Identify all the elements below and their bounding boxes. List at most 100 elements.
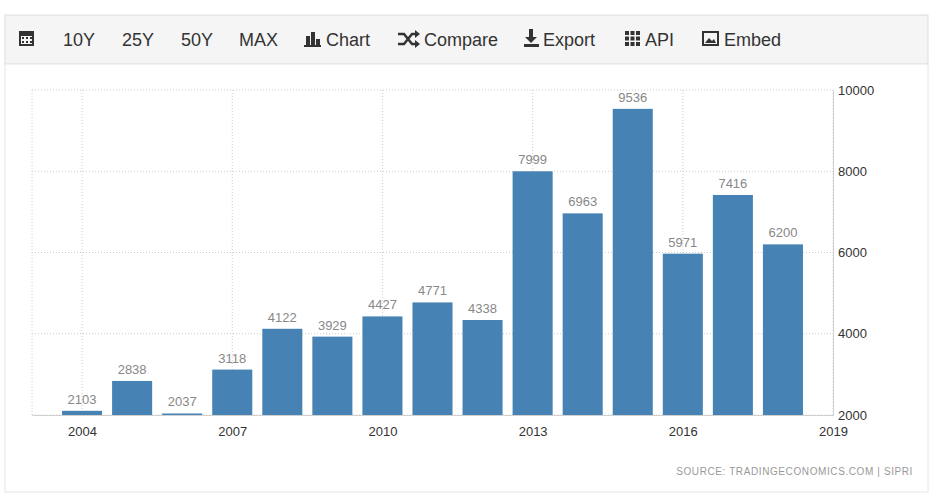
icon-part: [26, 37, 28, 39]
data-label: 3929: [318, 318, 347, 333]
data-label: 7416: [718, 176, 747, 191]
x-tick-label: 2016: [669, 424, 698, 439]
toolbar-button[interactable]: Embed: [724, 30, 781, 50]
data-label: 4122: [268, 310, 297, 325]
toolbar-button[interactable]: Export: [543, 30, 595, 50]
icon-part: [30, 37, 32, 39]
y-tick-label: 10000: [838, 83, 874, 98]
grid-line-x: [82, 90, 83, 415]
x-tick-label: 2019: [819, 424, 848, 439]
icon-part: [26, 41, 28, 43]
chart-frame: [5, 64, 928, 492]
data-label: 7999: [518, 152, 547, 167]
grid-line-x: [833, 90, 834, 415]
x-tick: 2007: [218, 415, 247, 439]
data-labels: 2103 2838 2037 3118 4122 3929 4427 4771 4338 7999…: [68, 90, 798, 410]
bar: [62, 411, 102, 415]
x-tick: 2010: [368, 415, 397, 439]
icon-part: [304, 45, 321, 47]
data-label: 4771: [418, 283, 447, 298]
icon-part: [306, 36, 310, 46]
bar: [663, 254, 703, 415]
bar: [412, 302, 452, 415]
bar: [162, 413, 202, 415]
icon-part: [524, 44, 539, 47]
data-label: 3118: [218, 351, 246, 366]
bar: [112, 381, 152, 415]
icon-part: [625, 42, 629, 46]
y-tick-label: 6000: [838, 245, 867, 260]
bar: [212, 370, 252, 415]
chart-icon[interactable]: [304, 32, 321, 47]
icon-part: [415, 30, 420, 48]
toolbar: 10Y 25Y 50Y MAX Chart Compare Export API Embed: [5, 15, 928, 64]
x-axis-line: [33, 415, 834, 416]
bar: [763, 244, 803, 415]
calendar-icon[interactable]: [19, 31, 34, 46]
x-tick-label: 2013: [519, 424, 548, 439]
icon-part: [529, 29, 533, 38]
icon-part: [525, 37, 537, 43]
toolbar-icons: [19, 29, 719, 48]
icon-part: [705, 38, 716, 43]
x-axis: 2004 2007 2010 2013 2016 2019: [33, 415, 848, 439]
toolbar-button[interactable]: 25Y: [122, 30, 154, 50]
x-tick: 2004: [68, 415, 97, 439]
icon-part: [625, 37, 629, 41]
bar: [362, 316, 402, 415]
bar: [513, 171, 553, 415]
y-tick: 10000: [833, 83, 874, 98]
y-tick: 2000: [833, 408, 867, 423]
toolbar-bg: [5, 15, 928, 64]
icon-part: [636, 37, 640, 41]
api-icon[interactable]: [625, 31, 640, 46]
data-label: 5971: [668, 235, 697, 250]
grid-line-y: [32, 171, 833, 172]
grid-line-y: [32, 90, 833, 91]
toolbar-button[interactable]: 10Y: [63, 30, 95, 50]
bar: [312, 337, 352, 415]
x-tick-label: 2004: [68, 424, 97, 439]
bar: [713, 195, 753, 415]
y-tick: 6000: [833, 245, 867, 260]
data-label: 4427: [368, 297, 397, 312]
y-tick: 8000: [833, 164, 867, 179]
toolbar-button[interactable]: API: [645, 30, 674, 50]
icon-part: [21, 36, 32, 44]
icon-part: [631, 37, 635, 41]
source-note: SOURCE: TRADINGECONOMICS.COM | SIPRI: [676, 466, 913, 477]
data-label: 6200: [768, 225, 797, 240]
y-axis-line: [833, 91, 834, 416]
icon-part: [631, 42, 635, 46]
y-tick-label: 4000: [838, 326, 867, 341]
embed-icon[interactable]: [702, 31, 719, 46]
data-label: 2838: [118, 362, 147, 377]
toolbar-button[interactable]: Chart: [326, 30, 370, 50]
icon-part: [704, 33, 717, 44]
x-tick-label: 2007: [218, 424, 247, 439]
compare-icon[interactable]: [398, 30, 420, 48]
icon-part: [702, 31, 719, 46]
bars: [62, 109, 803, 415]
icon-part: [631, 31, 635, 35]
toolbar-button[interactable]: Compare: [424, 30, 498, 50]
icon-part: [22, 41, 24, 43]
x-tick: 2016: [669, 415, 698, 439]
y-tick: 4000: [833, 326, 867, 341]
icon-part: [625, 31, 629, 35]
export-icon[interactable]: [524, 29, 539, 47]
bar: [563, 213, 603, 415]
grid-line-x: [232, 90, 233, 415]
data-label: 4338: [468, 301, 497, 316]
y-axis: 2000 4000 6000 8000 10000: [833, 83, 874, 423]
bar: [262, 329, 302, 415]
data-label: 2103: [68, 392, 97, 407]
toolbar-button[interactable]: 50Y: [181, 30, 213, 50]
icon-part: [19, 31, 34, 46]
grid: [32, 90, 833, 415]
toolbar-button[interactable]: MAX: [239, 30, 278, 50]
y-tick-label: 8000: [838, 164, 867, 179]
icon-part: [311, 32, 315, 46]
icon-part: [316, 39, 320, 46]
data-label: 2037: [168, 394, 197, 409]
